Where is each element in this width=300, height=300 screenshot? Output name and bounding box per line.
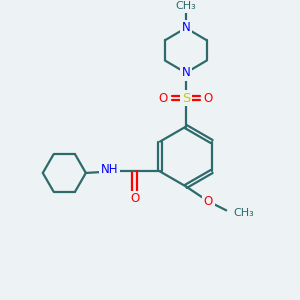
Text: N: N: [182, 66, 190, 79]
Text: N: N: [182, 22, 190, 34]
Text: CH₃: CH₃: [234, 208, 254, 218]
Text: O: O: [204, 195, 213, 208]
Text: S: S: [182, 92, 190, 105]
Text: NH: NH: [100, 163, 118, 176]
Text: O: O: [130, 193, 139, 206]
Text: CH₃: CH₃: [176, 1, 196, 11]
Text: O: O: [204, 92, 213, 105]
Text: O: O: [159, 92, 168, 105]
